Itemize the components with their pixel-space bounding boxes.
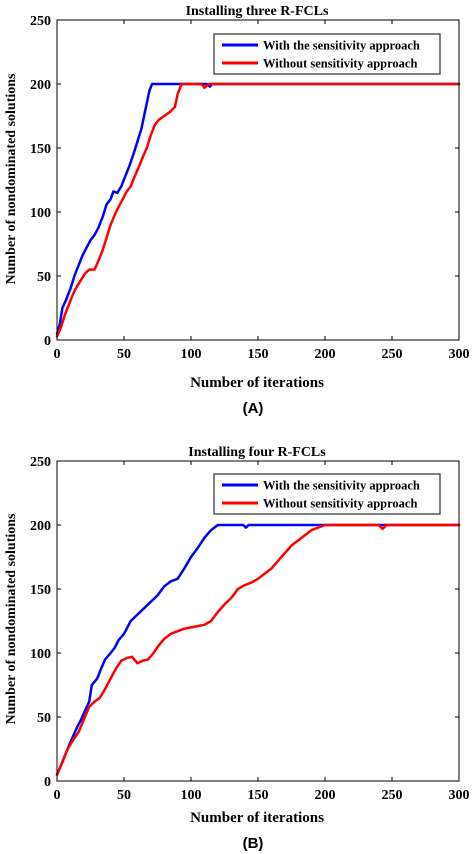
panel-label: (B) xyxy=(243,835,264,852)
panel-a: Installing three R-FCLs Number of nondom… xyxy=(4,4,470,417)
x-tick-label: 250 xyxy=(382,347,403,362)
y-tick-label: 150 xyxy=(30,142,51,157)
x-tick-label: 150 xyxy=(248,788,269,803)
plot-frame xyxy=(56,19,460,341)
y-tick-label: 200 xyxy=(30,78,51,93)
legend-entry-with-sensitivity: With the sensitivity approach xyxy=(263,479,420,493)
x-tick-label: 100 xyxy=(181,788,202,803)
y-tick-label: 50 xyxy=(37,711,51,726)
x-tick-label: 0 xyxy=(54,788,61,803)
y-tick-label: 250 xyxy=(30,14,51,29)
x-tick-label: 200 xyxy=(315,347,336,362)
panel-label: (A) xyxy=(243,400,264,417)
legend-entry-without-sensitivity: Without sensitivity approach xyxy=(263,497,417,511)
legend: With the sensitivity approach Without se… xyxy=(213,33,441,75)
x-tick-label: 150 xyxy=(248,347,269,362)
y-tick-label: 100 xyxy=(30,647,51,662)
x-tick-label: 300 xyxy=(449,788,470,803)
plot-frame xyxy=(56,460,460,782)
tick-group: 0 50 100 150 200 250 300 0 50 100 150 200 250 xyxy=(30,455,470,803)
legend-box xyxy=(213,33,441,75)
x-tick-label: 0 xyxy=(54,347,61,362)
x-tick-label: 50 xyxy=(117,788,131,803)
series-line-without-sensitivity xyxy=(55,523,461,776)
chart-title: Installing three R-FCLs xyxy=(186,4,329,19)
y-tick-label: 100 xyxy=(30,206,51,221)
series-line-without-sensitivity xyxy=(55,82,461,338)
x-axis-label: Number of iterations xyxy=(190,375,324,391)
x-tick-label: 100 xyxy=(181,347,202,362)
y-axis-label: Number of nondominated solutions xyxy=(4,513,19,725)
x-tick-label: 300 xyxy=(449,347,470,362)
y-tick-label: 0 xyxy=(44,775,51,790)
panel-b: Installing four R-FCLs Number of nondomi… xyxy=(4,445,470,852)
x-axis-label: Number of iterations xyxy=(190,810,324,826)
y-tick-label: 50 xyxy=(37,270,51,285)
series-line-with-sensitivity xyxy=(55,523,461,776)
y-axis-label: Number of nondominated solutions xyxy=(4,73,19,285)
tick-group: 0 50 100 150 200 250 300 0 50 100 150 200 250 xyxy=(30,14,470,362)
series-line-with-sensitivity xyxy=(55,82,461,335)
legend: With the sensitivity approach Without se… xyxy=(213,473,441,515)
legend-entry-with-sensitivity: With the sensitivity approach xyxy=(263,39,420,53)
x-tick-label: 200 xyxy=(315,788,336,803)
y-tick-label: 0 xyxy=(44,334,51,349)
y-tick-label: 150 xyxy=(30,583,51,598)
legend-box xyxy=(213,473,441,515)
legend-entry-without-sensitivity: Without sensitivity approach xyxy=(263,57,417,71)
x-tick-label: 250 xyxy=(382,788,403,803)
series-group xyxy=(55,523,461,776)
series-group xyxy=(55,82,461,338)
y-tick-label: 200 xyxy=(30,519,51,534)
x-tick-label: 50 xyxy=(117,347,131,362)
y-tick-label: 250 xyxy=(30,455,51,470)
chart-title: Installing four R-FCLs xyxy=(188,445,326,460)
